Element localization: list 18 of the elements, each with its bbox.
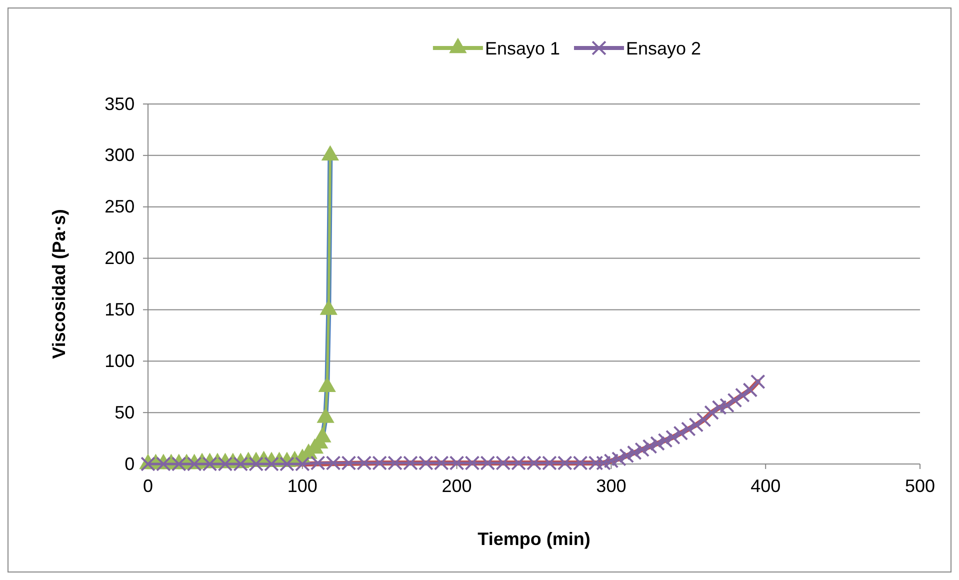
y-tick-label: 200 <box>104 248 135 268</box>
y-tick-label: 250 <box>104 196 135 217</box>
x-tick-label: 300 <box>596 476 626 496</box>
y-axis-title: Viscosidad (Pa·s) <box>49 209 69 359</box>
legend-label: Ensayo 1 <box>484 38 560 58</box>
y-tick-label: 100 <box>104 350 135 371</box>
x-tick-label: 100 <box>287 476 318 496</box>
x-tick-label: 400 <box>750 476 781 496</box>
x-tick-label: 500 <box>904 476 936 496</box>
x-tick-label: 0 <box>142 476 154 496</box>
y-tick-label: 0 <box>124 454 135 474</box>
y-tick-label: 350 <box>104 94 135 114</box>
y-tick-label: 150 <box>104 299 135 320</box>
legend-label: Ensayo 2 <box>626 38 702 58</box>
y-tick-label: 300 <box>104 145 135 166</box>
x-tick-label: 200 <box>442 476 472 496</box>
y-tick-label: 50 <box>114 402 135 422</box>
x-axis-title: Tiempo (min) <box>478 529 590 549</box>
